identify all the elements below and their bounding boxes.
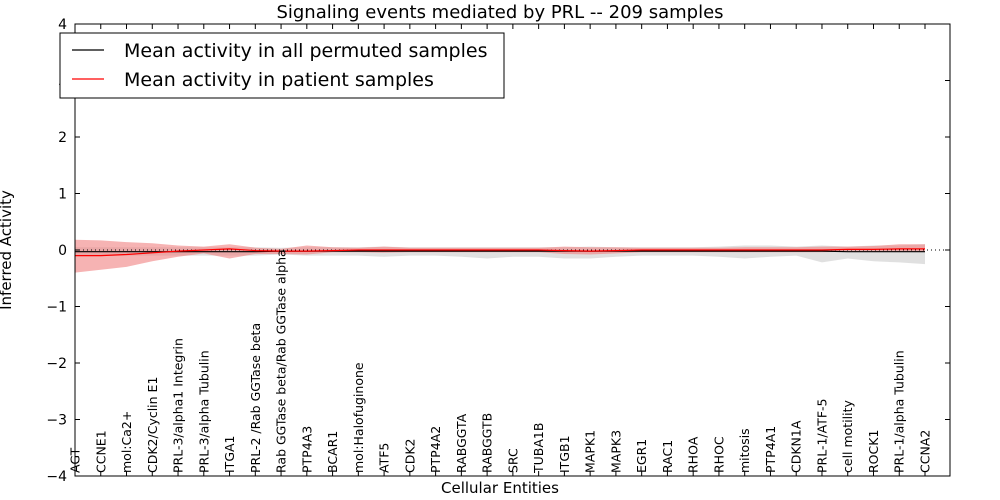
x-tick-label: MAPK3: [608, 430, 623, 473]
x-tick-label: CDK2: [402, 438, 417, 473]
x-tick-label: SRC: [505, 448, 520, 473]
y-axis-ticks: 43210−1−2−3−4: [46, 17, 950, 485]
x-tick-label: CDKN1A: [789, 420, 804, 473]
x-tick-label: PRL-1/ATF-5: [815, 398, 830, 473]
band-patient: [75, 239, 925, 273]
confidence-bands: [75, 239, 925, 273]
x-tick-label: MAPK1: [583, 430, 598, 473]
x-tick-label: CCNE1: [93, 430, 108, 473]
chart-title: Signaling events mediated by PRL -- 209 …: [276, 2, 723, 23]
x-tick-label: BCAR1: [325, 431, 340, 473]
x-tick-label: PTP4A3: [299, 426, 314, 473]
x-tick-label: mitosis: [737, 428, 752, 473]
x-axis-ticks: [74, 24, 926, 476]
line-patient: [75, 248, 925, 257]
series-lines: [75, 248, 925, 257]
x-tick-label: mol:Halofuginone: [351, 362, 366, 473]
x-tick-label: cell motility: [840, 399, 855, 473]
x-tick-label: ITGA1: [222, 435, 237, 473]
x-tick-label: PTP4A1: [763, 426, 778, 473]
legend-frame: [59, 32, 505, 99]
legend: Mean activity in all permuted samples Me…: [59, 32, 505, 99]
x-tick-label: TUBA1B: [531, 423, 546, 474]
y-tick-label: 0: [58, 243, 67, 259]
y-tick-label: −2: [46, 356, 67, 372]
x-tick-label: PRL-1/alpha Tubulin: [892, 350, 907, 473]
x-tick-label: RABGGTB: [480, 413, 495, 473]
line-permuted: [75, 250, 925, 253]
x-tick-label: mol:Ca2+: [119, 411, 134, 473]
y-tick-label: 1: [58, 187, 67, 203]
x-axis-tick-labels: AGT CCNE1 mol:Ca2+ CDK2/Cyclin E1 PRL-3/alph…: [68, 249, 933, 474]
x-tick-label: RHOA: [686, 436, 701, 473]
y-tick-label: 4: [58, 17, 67, 33]
x-tick-label: ROCK1: [866, 430, 881, 473]
x-tick-label: RABGGTA: [454, 413, 469, 473]
x-tick-label: PRL-2 /Rab GGTase beta: [248, 323, 263, 473]
x-tick-label: ITGB1: [557, 435, 572, 473]
x-tick-label: CCNA2: [918, 430, 933, 473]
x-tick-label: RAC1: [660, 440, 675, 473]
x-tick-label: AGT: [68, 447, 83, 473]
y-axis-label: Inferred Activity: [0, 190, 15, 310]
y-tick-label: 2: [58, 130, 67, 146]
legend-label-permuted: Mean activity in all permuted samples: [124, 40, 487, 62]
x-tick-label: PRL-3/alpha1 Integrin: [171, 338, 186, 473]
x-tick-label: CDK2/Cyclin E1: [145, 377, 160, 473]
x-tick-label: Rab GGTase beta/Rab GGTase alpha: [274, 249, 289, 473]
legend-label-patient: Mean activity in patient samples: [124, 69, 434, 91]
x-tick-label: ATF5: [377, 443, 392, 473]
x-tick-label: EGR1: [634, 439, 649, 473]
x-tick-label: PTP4A2: [428, 426, 443, 473]
x-tick-label: PRL-3/alpha Tubulin: [196, 350, 211, 473]
y-tick-label: −4: [46, 469, 67, 485]
x-tick-label: RHOC: [711, 436, 726, 473]
y-tick-label: −1: [46, 300, 67, 316]
x-axis-label: Cellular Entities: [441, 479, 559, 497]
y-tick-label: −3: [46, 413, 67, 429]
